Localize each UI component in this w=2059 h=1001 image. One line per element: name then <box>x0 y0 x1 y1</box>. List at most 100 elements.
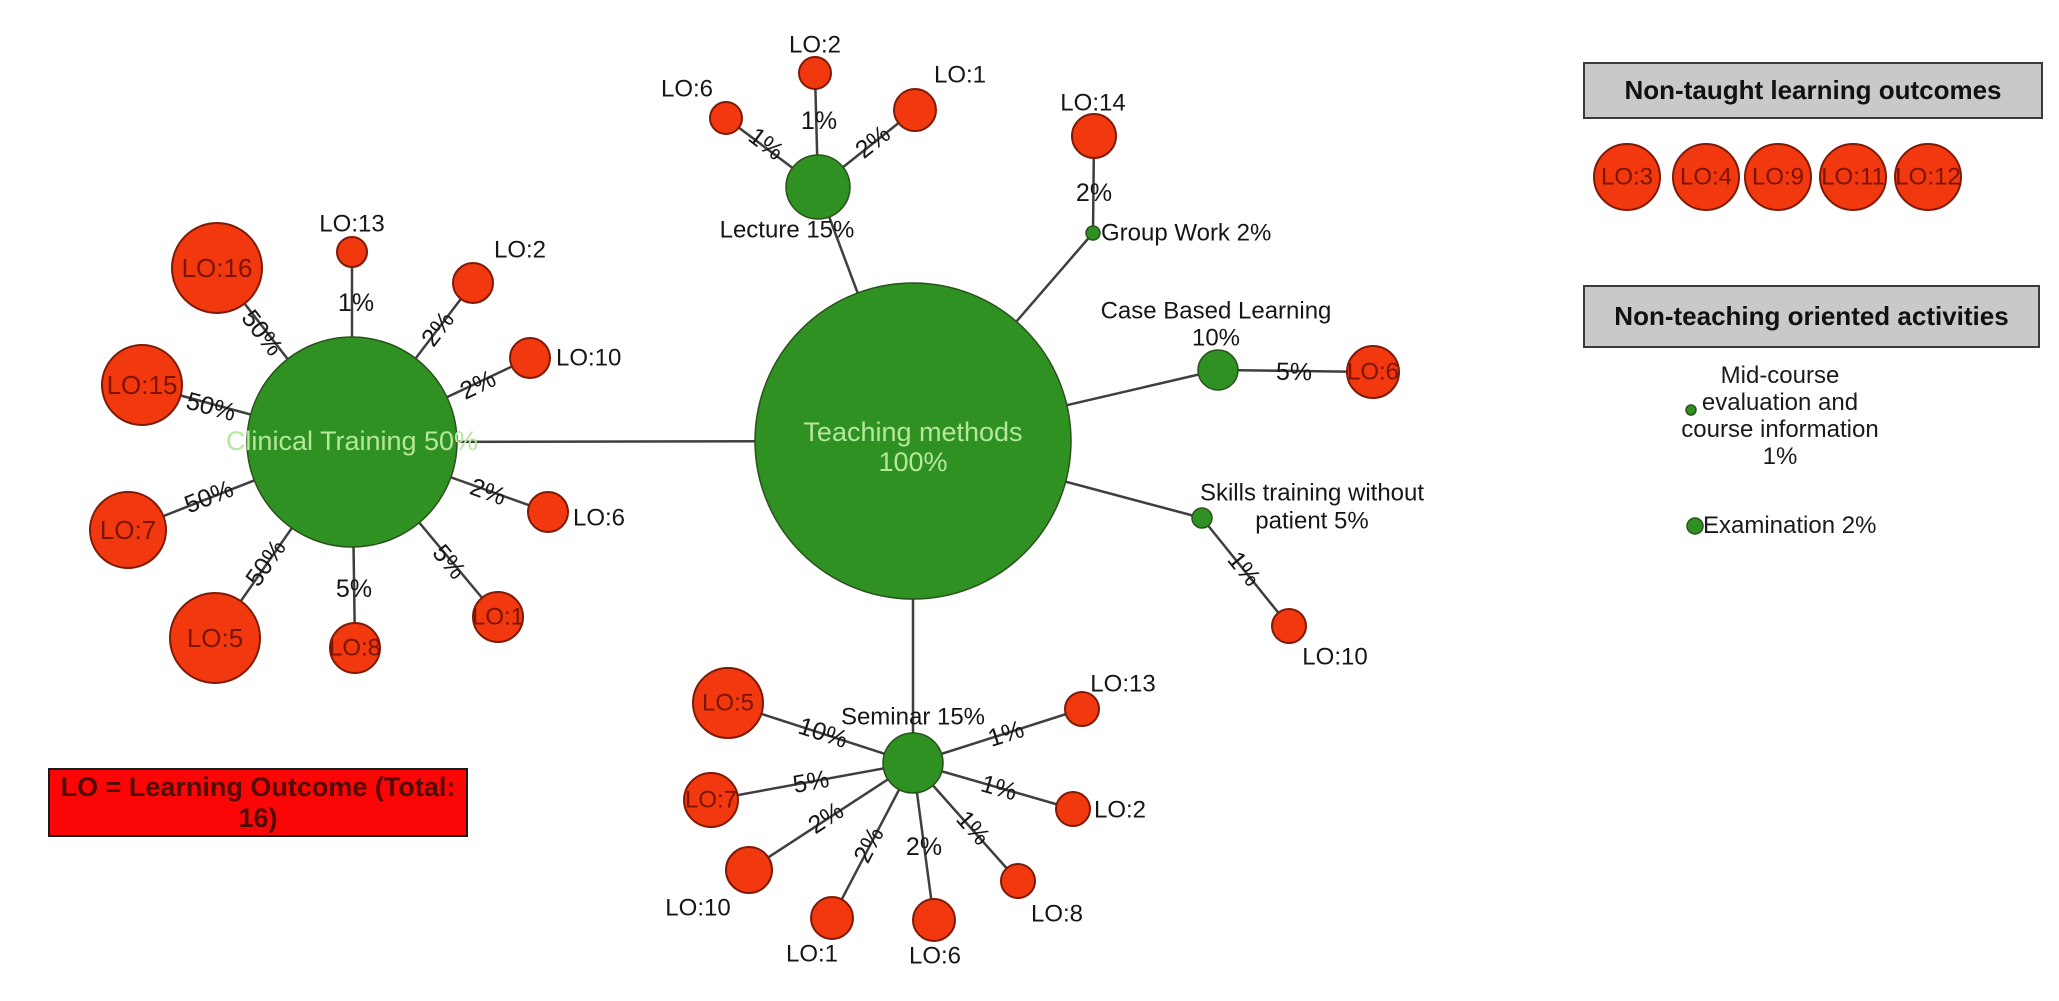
node-label-p3: LO:3 <box>1601 164 1653 191</box>
non-taught-outcomes-title: Non-taught learning outcomes <box>1624 75 2002 105</box>
edge-seminar-m7 <box>710 761 914 802</box>
lo-legend-box: LO = Learning Outcome (Total: 16) <box>48 768 468 837</box>
node-label-p4: LO:4 <box>1680 164 1732 191</box>
edge-label-seminar-m6: 2% <box>906 833 942 861</box>
node-label-s10: LO:10 <box>1302 644 1367 671</box>
node-p4 <box>1672 143 1740 211</box>
node-label-c13: LO:13 <box>319 211 384 238</box>
node-b6 <box>1346 345 1400 399</box>
node-s10 <box>1271 608 1307 644</box>
node-exam-dot <box>1686 517 1704 535</box>
node-m1 <box>810 896 854 940</box>
node-cbl <box>1197 349 1239 391</box>
node-lecture <box>785 154 851 220</box>
node-midcourse-dot <box>1685 404 1697 416</box>
node-label-skills-1: Skills training without <box>1200 480 1424 507</box>
node-groupwork <box>1085 225 1101 241</box>
node-m2 <box>1055 791 1091 827</box>
node-c6r <box>527 491 569 533</box>
midcourse-line-4: 1% <box>1762 443 1798 470</box>
node-label-c8: LO:8 <box>329 635 381 662</box>
node-m8 <box>1000 863 1036 899</box>
node-p11 <box>1819 143 1887 211</box>
node-label-p11: LO:11 <box>1821 164 1885 191</box>
node-skills <box>1191 507 1213 529</box>
node-m5 <box>692 667 764 739</box>
node-label-m1: LO:1 <box>786 941 838 968</box>
edge-skills-s10 <box>1201 517 1290 627</box>
node-label-c16: LO:16 <box>182 253 253 283</box>
node-label-lecture: Lecture 15% <box>720 217 855 244</box>
midcourse-line-1: Mid-course <box>1720 362 1840 389</box>
node-label-m5: LO:5 <box>702 690 754 717</box>
node-label-g14: LO:14 <box>1060 90 1125 117</box>
node-c16 <box>171 222 263 314</box>
edge-label-clinical-c15: 50% <box>183 387 239 427</box>
node-label-seminar: Seminar 15% <box>841 704 985 731</box>
midcourse-evaluation-label: Mid-course evaluation and course informa… <box>1655 362 1905 470</box>
node-label-clinical: Clinical Training 50% <box>226 426 478 456</box>
edge-label-clinical-c2: 2% <box>416 306 460 352</box>
edge-label-clinical-c16: 50% <box>236 305 289 362</box>
node-label-cbl-1: Case Based Learning <box>1101 298 1332 325</box>
node-label-skills-2: patient 5% <box>1255 508 1368 535</box>
node-label-c5: LO:5 <box>187 623 243 653</box>
edge-label-seminar-m1: 2% <box>848 822 890 867</box>
node-label-m13: LO:13 <box>1090 671 1155 698</box>
node-label-p12: LO:12 <box>1895 164 1960 191</box>
node-label-p9: LO:9 <box>1752 164 1804 191</box>
edge-label-clinical-c13: 1% <box>338 289 374 317</box>
node-label-c7: LO:7 <box>100 515 156 545</box>
non-taught-outcomes-header: Non-taught learning outcomes <box>1583 62 2043 119</box>
node-label-c1: LO:1 <box>472 604 524 631</box>
node-label-l6: LO:6 <box>661 76 713 103</box>
node-seminar <box>882 732 944 794</box>
node-label-cbl-2: 10% <box>1192 325 1240 352</box>
node-g14 <box>1071 113 1117 159</box>
lo-legend-text: LO = Learning Outcome (Total: 16) <box>60 771 456 833</box>
node-label-c2: LO:2 <box>494 237 546 264</box>
node-c8 <box>329 622 381 674</box>
edge-label-clinical-c5: 50% <box>240 534 292 591</box>
midcourse-line-3: course information <box>1681 416 1879 443</box>
node-teaching <box>754 282 1072 600</box>
node-m6 <box>912 898 956 942</box>
node-l6 <box>709 101 743 135</box>
node-label-c15: LO:15 <box>107 370 178 400</box>
edge-label-lecture-l2: 1% <box>801 107 837 135</box>
edge-label-clinical-c6r: 2% <box>466 473 509 512</box>
edge-label-seminar-m7: 5% <box>791 765 832 799</box>
node-label-c10r: LO:10 <box>556 345 621 372</box>
node-c13 <box>336 236 368 268</box>
midcourse-line-2: evaluation and <box>1701 389 1859 416</box>
node-c2 <box>452 262 494 304</box>
node-p3 <box>1593 143 1661 211</box>
node-label-b6: LO:6 <box>1347 359 1399 386</box>
node-l1 <box>893 88 937 132</box>
node-label-m7: LO:7 <box>685 787 737 814</box>
node-c5 <box>169 592 261 684</box>
node-label-l1: LO:1 <box>934 62 986 89</box>
edge-label-clinical-c8: 5% <box>336 575 372 603</box>
node-label-m2: LO:2 <box>1094 797 1146 824</box>
node-p9 <box>1744 143 1812 211</box>
edge-label-clinical-c7: 50% <box>181 475 238 519</box>
edge-label-clinical-c10r: 2% <box>456 365 501 406</box>
node-m10 <box>725 846 773 894</box>
non-teaching-activities-header: Non-teaching oriented activities <box>1583 285 2040 348</box>
edge-seminar-m10 <box>748 761 914 872</box>
examination-label: Examination 2% <box>1703 512 1877 539</box>
node-label-teaching-2: 100% <box>878 447 947 477</box>
node-c1 <box>472 591 524 643</box>
node-c15 <box>101 344 183 426</box>
node-clinical <box>246 336 458 548</box>
node-label-c6r: LO:6 <box>573 505 625 532</box>
edge-label-seminar-m13: 1% <box>985 715 1028 753</box>
edge-label-skills-s10: 1% <box>1222 546 1266 592</box>
node-label-m6: LO:6 <box>909 943 961 970</box>
node-m13 <box>1064 691 1100 727</box>
node-l2 <box>798 56 832 90</box>
node-label-teaching-1: Teaching methods <box>803 417 1022 447</box>
